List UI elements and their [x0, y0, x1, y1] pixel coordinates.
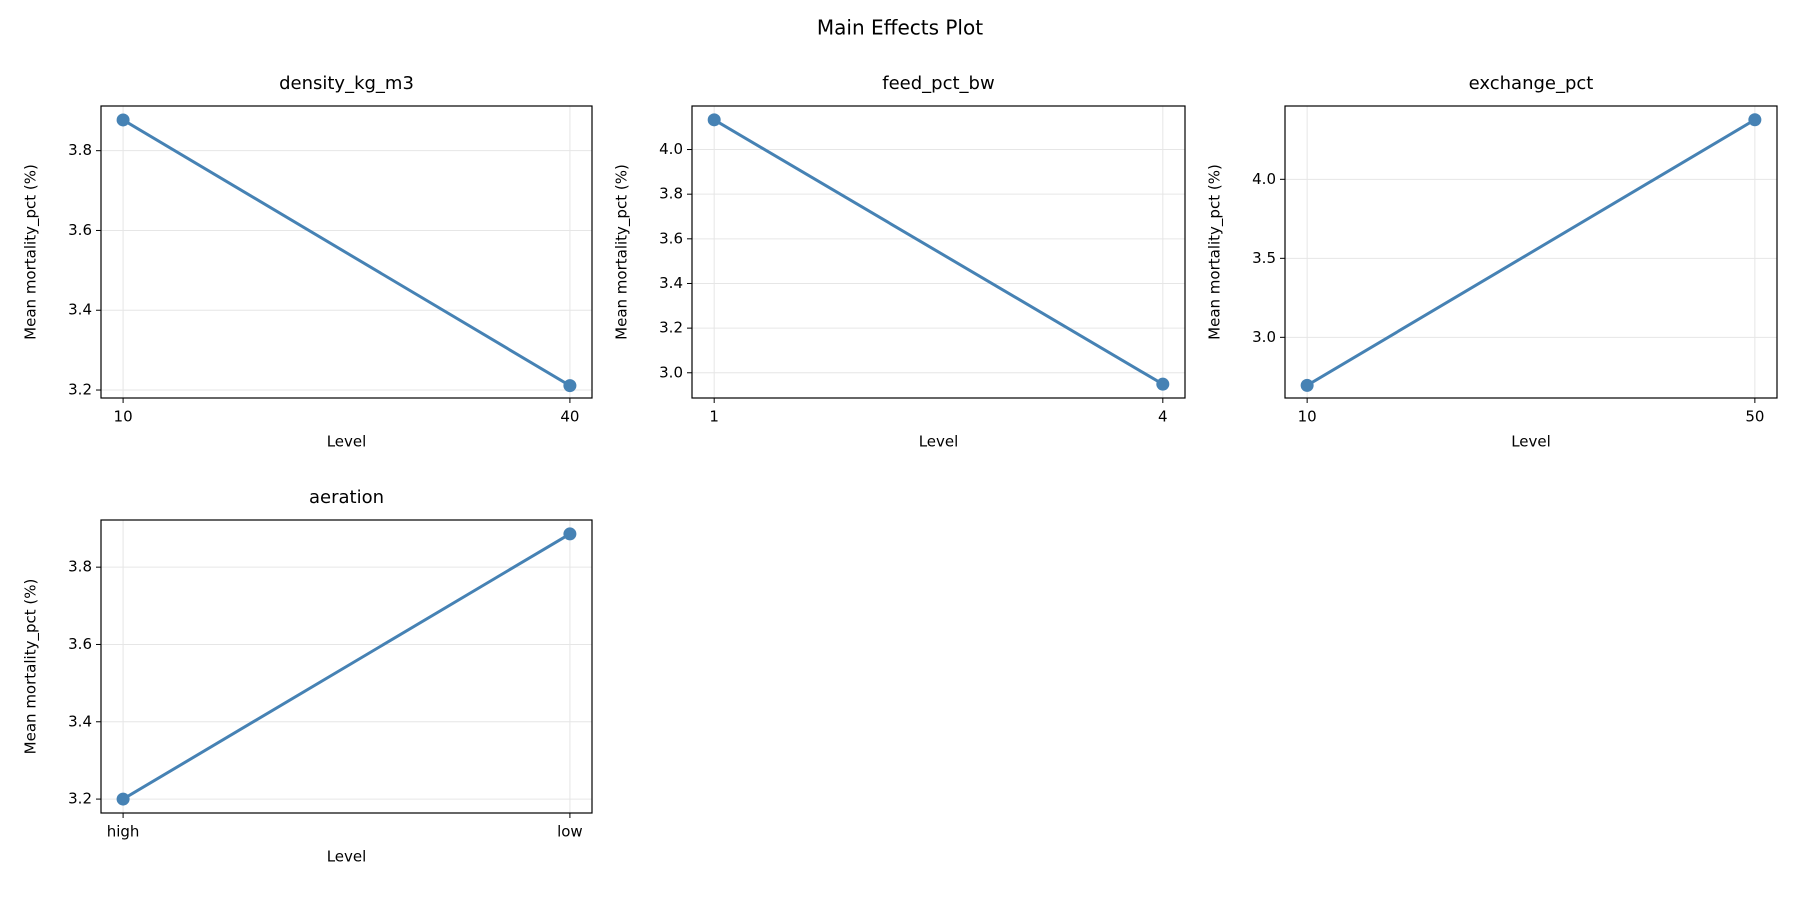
marker — [116, 113, 130, 127]
panel-title: feed_pct_bw — [882, 73, 994, 94]
y-tick-label: 3.4 — [68, 712, 92, 730]
panel-title: exchange_pct — [1469, 73, 1594, 94]
x-axis-label: Level — [327, 433, 367, 451]
y-axis-label: Mean mortality_pct (%) — [22, 164, 41, 340]
x-tick-label: 4 — [1158, 408, 1168, 426]
y-tick-label: 3.8 — [659, 185, 683, 203]
y-tick-label: 3.8 — [68, 558, 92, 576]
y-axis-label: Mean mortality_pct (%) — [613, 164, 632, 340]
y-tick-label: 4.0 — [659, 140, 683, 158]
line — [122, 118, 571, 387]
y-tick-label: 3.4 — [659, 274, 683, 292]
marker — [1156, 377, 1170, 391]
y-axis-label: Mean mortality_pct (%) — [1206, 164, 1225, 340]
x-axis-label: Level — [1511, 433, 1551, 451]
y-tick-label: 3.6 — [68, 221, 92, 239]
y-tick-label: 3.2 — [68, 381, 92, 399]
y-tick-label: 3.5 — [1252, 249, 1276, 267]
x-axis-label: Level — [327, 848, 367, 866]
x-tick-label: 50 — [1745, 408, 1764, 426]
y-tick-label: 3.2 — [659, 319, 683, 337]
y-tick-label: 3.8 — [68, 141, 92, 159]
panel-title: density_kg_m3 — [279, 73, 414, 94]
axes-frame — [100, 519, 593, 814]
x-axis-label: Level — [919, 433, 959, 451]
x-tick-label: 10 — [114, 408, 133, 426]
x-tick-label: low — [557, 823, 583, 841]
marker — [1748, 113, 1762, 127]
y-tick-label: 4.0 — [1252, 170, 1276, 188]
axes-frame — [100, 105, 593, 399]
marker — [707, 113, 721, 127]
y-axis-label: Mean mortality_pct (%) — [22, 579, 41, 755]
x-tick-label: 1 — [709, 408, 719, 426]
y-tick-label: 3.0 — [659, 363, 683, 381]
line — [713, 118, 1164, 386]
y-tick-label: 3.2 — [68, 790, 92, 808]
axes-frame — [1284, 105, 1778, 399]
marker — [563, 527, 577, 541]
line — [122, 532, 571, 801]
x-tick-label: high — [107, 823, 140, 841]
y-tick-label: 3.0 — [1252, 328, 1276, 346]
y-tick-label: 3.4 — [68, 301, 92, 319]
x-tick-label: 40 — [560, 408, 579, 426]
axes-frame — [691, 105, 1186, 399]
x-tick-label: 10 — [1298, 408, 1317, 426]
y-tick-label: 3.6 — [68, 635, 92, 653]
panel-title: aeration — [309, 487, 384, 508]
marker — [563, 379, 577, 393]
marker — [1300, 378, 1314, 392]
figure-title: Main Effects Plot — [817, 16, 983, 40]
line — [1306, 118, 1756, 387]
y-tick-label: 3.6 — [659, 229, 683, 247]
marker — [116, 792, 130, 806]
